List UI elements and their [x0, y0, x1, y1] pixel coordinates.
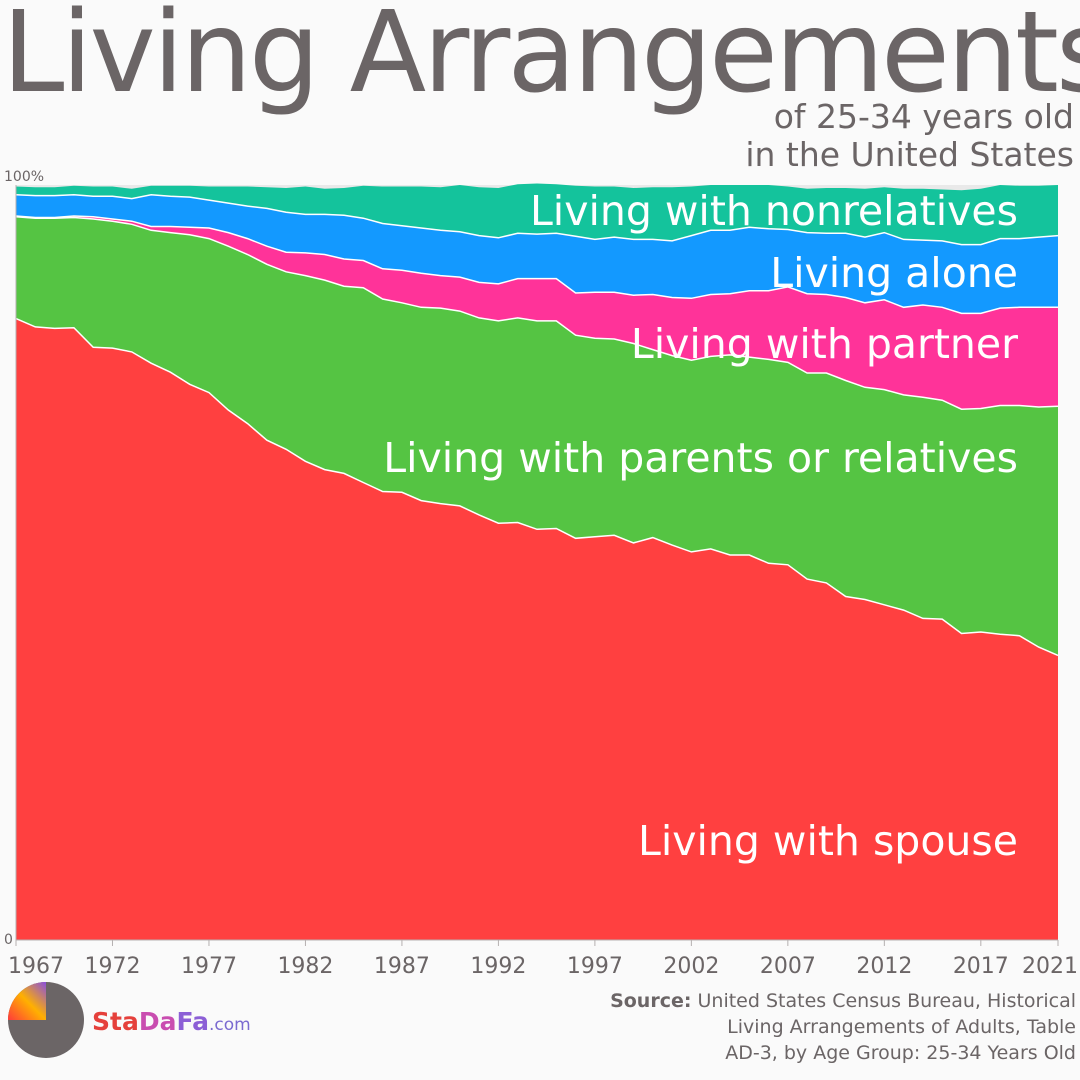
brand-sta: Sta: [92, 1007, 139, 1036]
chart-title: Living Arrangements: [2, 0, 1080, 118]
x-tick-label: 1972: [84, 954, 140, 979]
series-label-partner: Living with partner: [631, 320, 1018, 368]
source-line-1: United States Census Bureau, Historical: [697, 990, 1077, 1012]
chart-subtitle: of 25-34 years old in the United States: [745, 98, 1074, 174]
subtitle-line-2: in the United States: [745, 135, 1074, 174]
subtitle-line-1: of 25-34 years old: [773, 97, 1074, 136]
x-tick-label: 1992: [470, 954, 526, 979]
series-label-spouse: Living with spouse: [638, 817, 1018, 865]
series-label-parents: Living with parents or relatives: [383, 434, 1018, 482]
y-tick-label-top: 100%: [4, 169, 44, 185]
x-tick-label: 1987: [374, 954, 430, 979]
x-tick-label: 2017: [953, 954, 1009, 979]
series-labels: Living with spouse Living with parents or…: [383, 187, 1018, 865]
area-alone: [16, 194, 1058, 314]
boundary-line-parents: [15, 215, 1059, 410]
series-label-nonrelatives: Living with nonrelatives: [530, 187, 1018, 235]
source-prefix: Source:: [610, 990, 692, 1012]
x-tick-label: 1977: [181, 954, 237, 979]
brand-name: StaDaFa.com: [92, 1007, 251, 1036]
y-tick-label-bottom: 0: [4, 932, 13, 948]
source-note: Source: United States Census Bureau, His…: [610, 988, 1076, 1066]
x-tick-label: 2021: [1022, 954, 1078, 979]
stadafa-logo-icon: [8, 982, 84, 1058]
series-label-alone: Living alone: [770, 249, 1018, 297]
area-nonrelatives: [16, 183, 1058, 245]
area-partner: [16, 216, 1058, 410]
chart-axes: 1967 1972 1977 1982 1987 1992 1997 2002 2007 2012…: [4, 169, 1078, 979]
brand-com: .com: [208, 1015, 251, 1035]
boundary-line-spouse: [15, 317, 1059, 657]
brand-da: Da: [138, 1007, 177, 1036]
area-parents: [16, 216, 1058, 656]
x-tick-label: 1967: [8, 954, 64, 979]
x-tick-label: 2007: [760, 954, 816, 979]
chart-areas: [15, 183, 1059, 941]
area-spouse: [16, 318, 1058, 941]
x-tick-label: 2002: [663, 954, 719, 979]
brand-fa: Fa: [176, 1007, 209, 1036]
source-line-3: AD-3, by Age Group: 25-34 Years Old: [725, 1042, 1076, 1064]
x-tick-label: 1997: [567, 954, 623, 979]
boundary-line-alone: [15, 194, 1059, 246]
x-tick-label: 2012: [856, 954, 912, 979]
x-tick-label: 1982: [277, 954, 333, 979]
source-line-2: Living Arrangements of Adults, Table: [727, 1016, 1076, 1038]
boundary-line-partner: [15, 215, 1058, 315]
